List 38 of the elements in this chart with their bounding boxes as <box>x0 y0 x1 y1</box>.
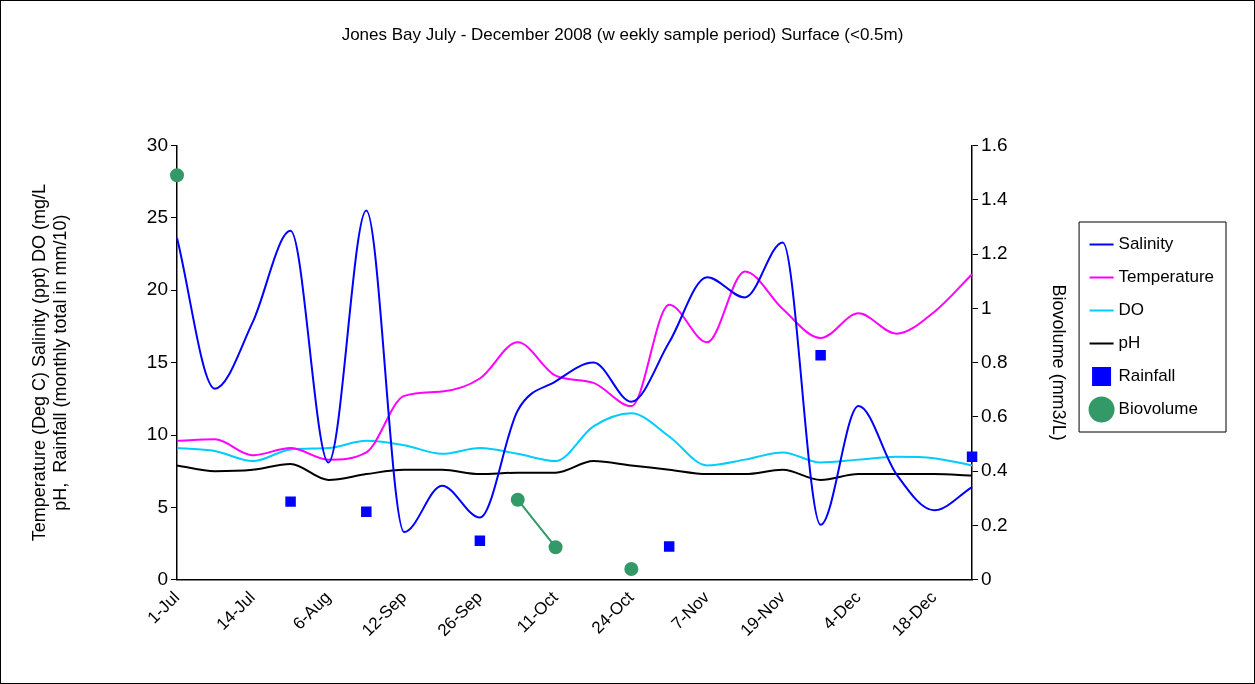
y-tick-label: 10 <box>146 423 168 445</box>
y-tick-label: 15 <box>146 350 168 372</box>
y-tick-label: 0 <box>157 568 168 590</box>
line-series <box>176 270 974 461</box>
y2-tick-label: 0.6 <box>981 405 1008 427</box>
y-tick-label: 30 <box>146 133 168 155</box>
y2-tick-label: 1.6 <box>981 133 1008 155</box>
y2-tick-label: 0 <box>981 568 992 590</box>
y2-tick-label: 0.4 <box>981 459 1008 481</box>
point <box>474 535 486 546</box>
legend-label: DO <box>1118 300 1145 320</box>
y2-axis-title: Biovolume (mm3/L) <box>1049 284 1070 441</box>
y-tick-label: 5 <box>157 495 168 517</box>
line-series <box>176 412 974 467</box>
y-tick-label: 20 <box>146 278 168 300</box>
point <box>361 506 372 517</box>
y-axis-title: Temperature (Deg C) Salinity (ppt) DO (mg/L pH, Rainfall (monthly total in mm/10) <box>28 184 71 542</box>
point <box>966 451 978 462</box>
y2-tick-label: 0.2 <box>981 513 1008 535</box>
y2-tick-label: 0.8 <box>981 350 1008 372</box>
legend-label: Salinity <box>1118 234 1174 254</box>
point <box>624 561 639 576</box>
point <box>815 350 826 361</box>
point <box>548 540 563 555</box>
point <box>285 496 296 507</box>
y2-tick-label: 1.2 <box>981 242 1008 264</box>
point <box>663 541 675 552</box>
y2-tick-label: 1 <box>981 296 992 318</box>
chart-title: Jones Bay July - December 2008 (w eekly sample period) Surface (<0.5m) <box>341 24 904 44</box>
y2-tick-label: 1.4 <box>981 187 1008 209</box>
legend-label: Rainfall <box>1118 366 1176 386</box>
legend-label: Biovolume <box>1118 399 1198 419</box>
line-series <box>176 209 974 534</box>
legend-label: pH <box>1118 333 1141 353</box>
y-tick-label: 25 <box>146 206 168 228</box>
legend-label: Temperature <box>1118 267 1214 287</box>
point <box>510 492 525 507</box>
point <box>170 168 184 183</box>
